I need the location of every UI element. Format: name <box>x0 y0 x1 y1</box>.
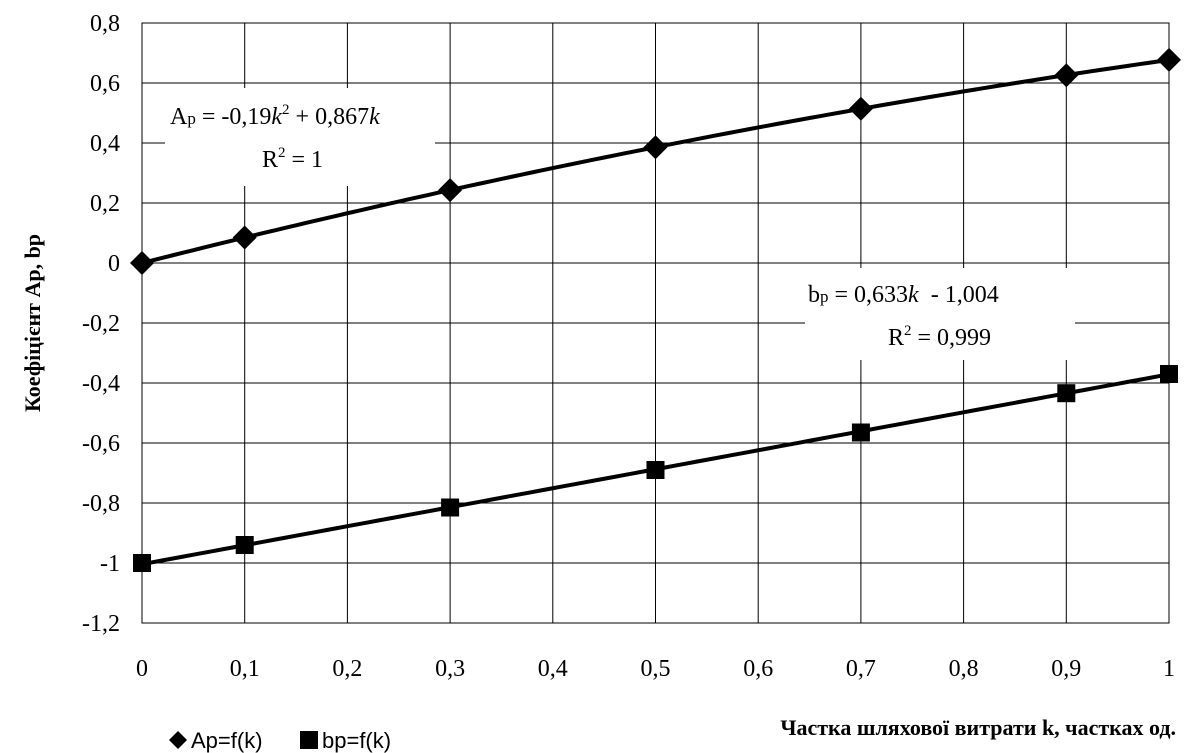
ap-eq-k2: k <box>369 104 380 130</box>
y-tick-label: 0,6 <box>90 71 120 97</box>
bp-r2-R: R <box>888 325 904 351</box>
bp-equation-annotation: bp = 0,633k - 1,004 R2 = 0,999 <box>805 268 1075 360</box>
bp-point <box>1057 384 1076 403</box>
bp-r2-sup: 2 <box>904 323 912 339</box>
y-tick-label: -0,8 <box>82 491 120 517</box>
x-tick-label: 0 <box>136 656 148 682</box>
ap-point <box>438 178 463 203</box>
x-tick-label: 0,7 <box>846 656 876 682</box>
x-tick-label: 0,3 <box>435 656 465 682</box>
x-tick-labels: 0 0,1 0,2 0,3 0,4 0,5 0,6 0,7 0,8 0,9 1 <box>136 656 1175 682</box>
y-tick-label: -1,2 <box>82 611 120 637</box>
bp-point <box>133 554 151 572</box>
legend-square-marker <box>300 731 318 749</box>
ap-point <box>1054 63 1079 88</box>
legend: Ap=f(k) bp=f(k) <box>169 728 391 753</box>
x-tick-label: 0,1 <box>230 656 260 682</box>
bp-point <box>1160 365 1178 383</box>
bp-eq-sub: p <box>820 287 829 306</box>
bp-point <box>851 423 870 442</box>
ap-eq-coef1: = -0,19 <box>196 104 272 130</box>
markers <box>130 47 1181 572</box>
y-tick-label: -0,6 <box>82 431 120 457</box>
ap-eq-sup: 2 <box>282 102 290 118</box>
ap-point <box>130 251 154 275</box>
y-tick-label: -0,2 <box>82 311 120 337</box>
y-tick-label: 0 <box>108 251 120 277</box>
ap-r2-sup: 2 <box>278 145 286 161</box>
bp-point <box>235 536 254 554</box>
ap-eq-A: A <box>170 104 188 130</box>
svg-text:R2 = 1: R2 = 1 <box>262 145 323 173</box>
ap-point <box>1157 47 1181 72</box>
ap-point <box>848 96 873 121</box>
x-axis-title: Частка шляхової витрати k, частках од. <box>780 715 1176 740</box>
bp-eq-b: b <box>808 282 820 308</box>
x-tick-label: 0,2 <box>332 656 362 682</box>
legend-diamond-marker <box>169 731 187 749</box>
y-tick-label: 0,4 <box>90 131 120 157</box>
x-tick-label: 0,9 <box>1051 656 1081 682</box>
x-tick-label: 0,4 <box>538 656 568 682</box>
legend-label-ap: Ap=f(k) <box>191 728 263 753</box>
svg-text:Ap = -0,19k2 + 0,867k: Ap = -0,19k2 + 0,867k <box>170 102 380 130</box>
x-tick-label: 0,6 <box>743 656 773 682</box>
legend-label-bp: bp=f(k) <box>322 728 391 753</box>
bp-point <box>646 461 665 479</box>
y-tick-label: 0,8 <box>90 11 120 37</box>
plot-area <box>141 22 1170 624</box>
y-tick-labels: 0,8 0,6 0,4 0,2 0 -0,2 -0,4 -0,6 -0,8 -1 -1,2 <box>82 11 120 637</box>
svg-text:bp = 0,633k - 1,004: bp = 0,633k - 1,004 <box>808 282 999 308</box>
ap-r2-R: R <box>262 147 278 173</box>
ap-point <box>643 135 668 160</box>
y-tick-label: 0,2 <box>90 191 120 217</box>
bp-eq-k: k <box>908 282 919 308</box>
bp-eq-const: - 1,004 <box>919 282 999 308</box>
x-tick-label: 0,5 <box>641 656 671 682</box>
x-tick-label: 0,8 <box>949 656 979 682</box>
ap-eq-k1: k <box>271 104 282 130</box>
ap-eq-coef2: + 0,867 <box>290 104 370 130</box>
x-tick-label: 1 <box>1163 656 1175 682</box>
bp-eq-coef: = 0,633 <box>829 282 909 308</box>
ap-equation-annotation: Ap = -0,19k2 + 0,867k R2 = 1 <box>165 88 435 186</box>
y-axis-title: Коефіцієнт Ap, bp <box>20 234 45 412</box>
y-tick-label: -1 <box>100 551 120 577</box>
svg-text:R2 = 0,999: R2 = 0,999 <box>888 323 991 351</box>
bp-r2-value: = 0,999 <box>912 325 992 351</box>
y-tick-label: -0,4 <box>82 371 120 397</box>
ap-r2-value: = 1 <box>286 147 324 173</box>
ap-point <box>232 225 257 250</box>
bp-point <box>441 498 460 517</box>
ap-eq-sub: p <box>187 109 196 128</box>
